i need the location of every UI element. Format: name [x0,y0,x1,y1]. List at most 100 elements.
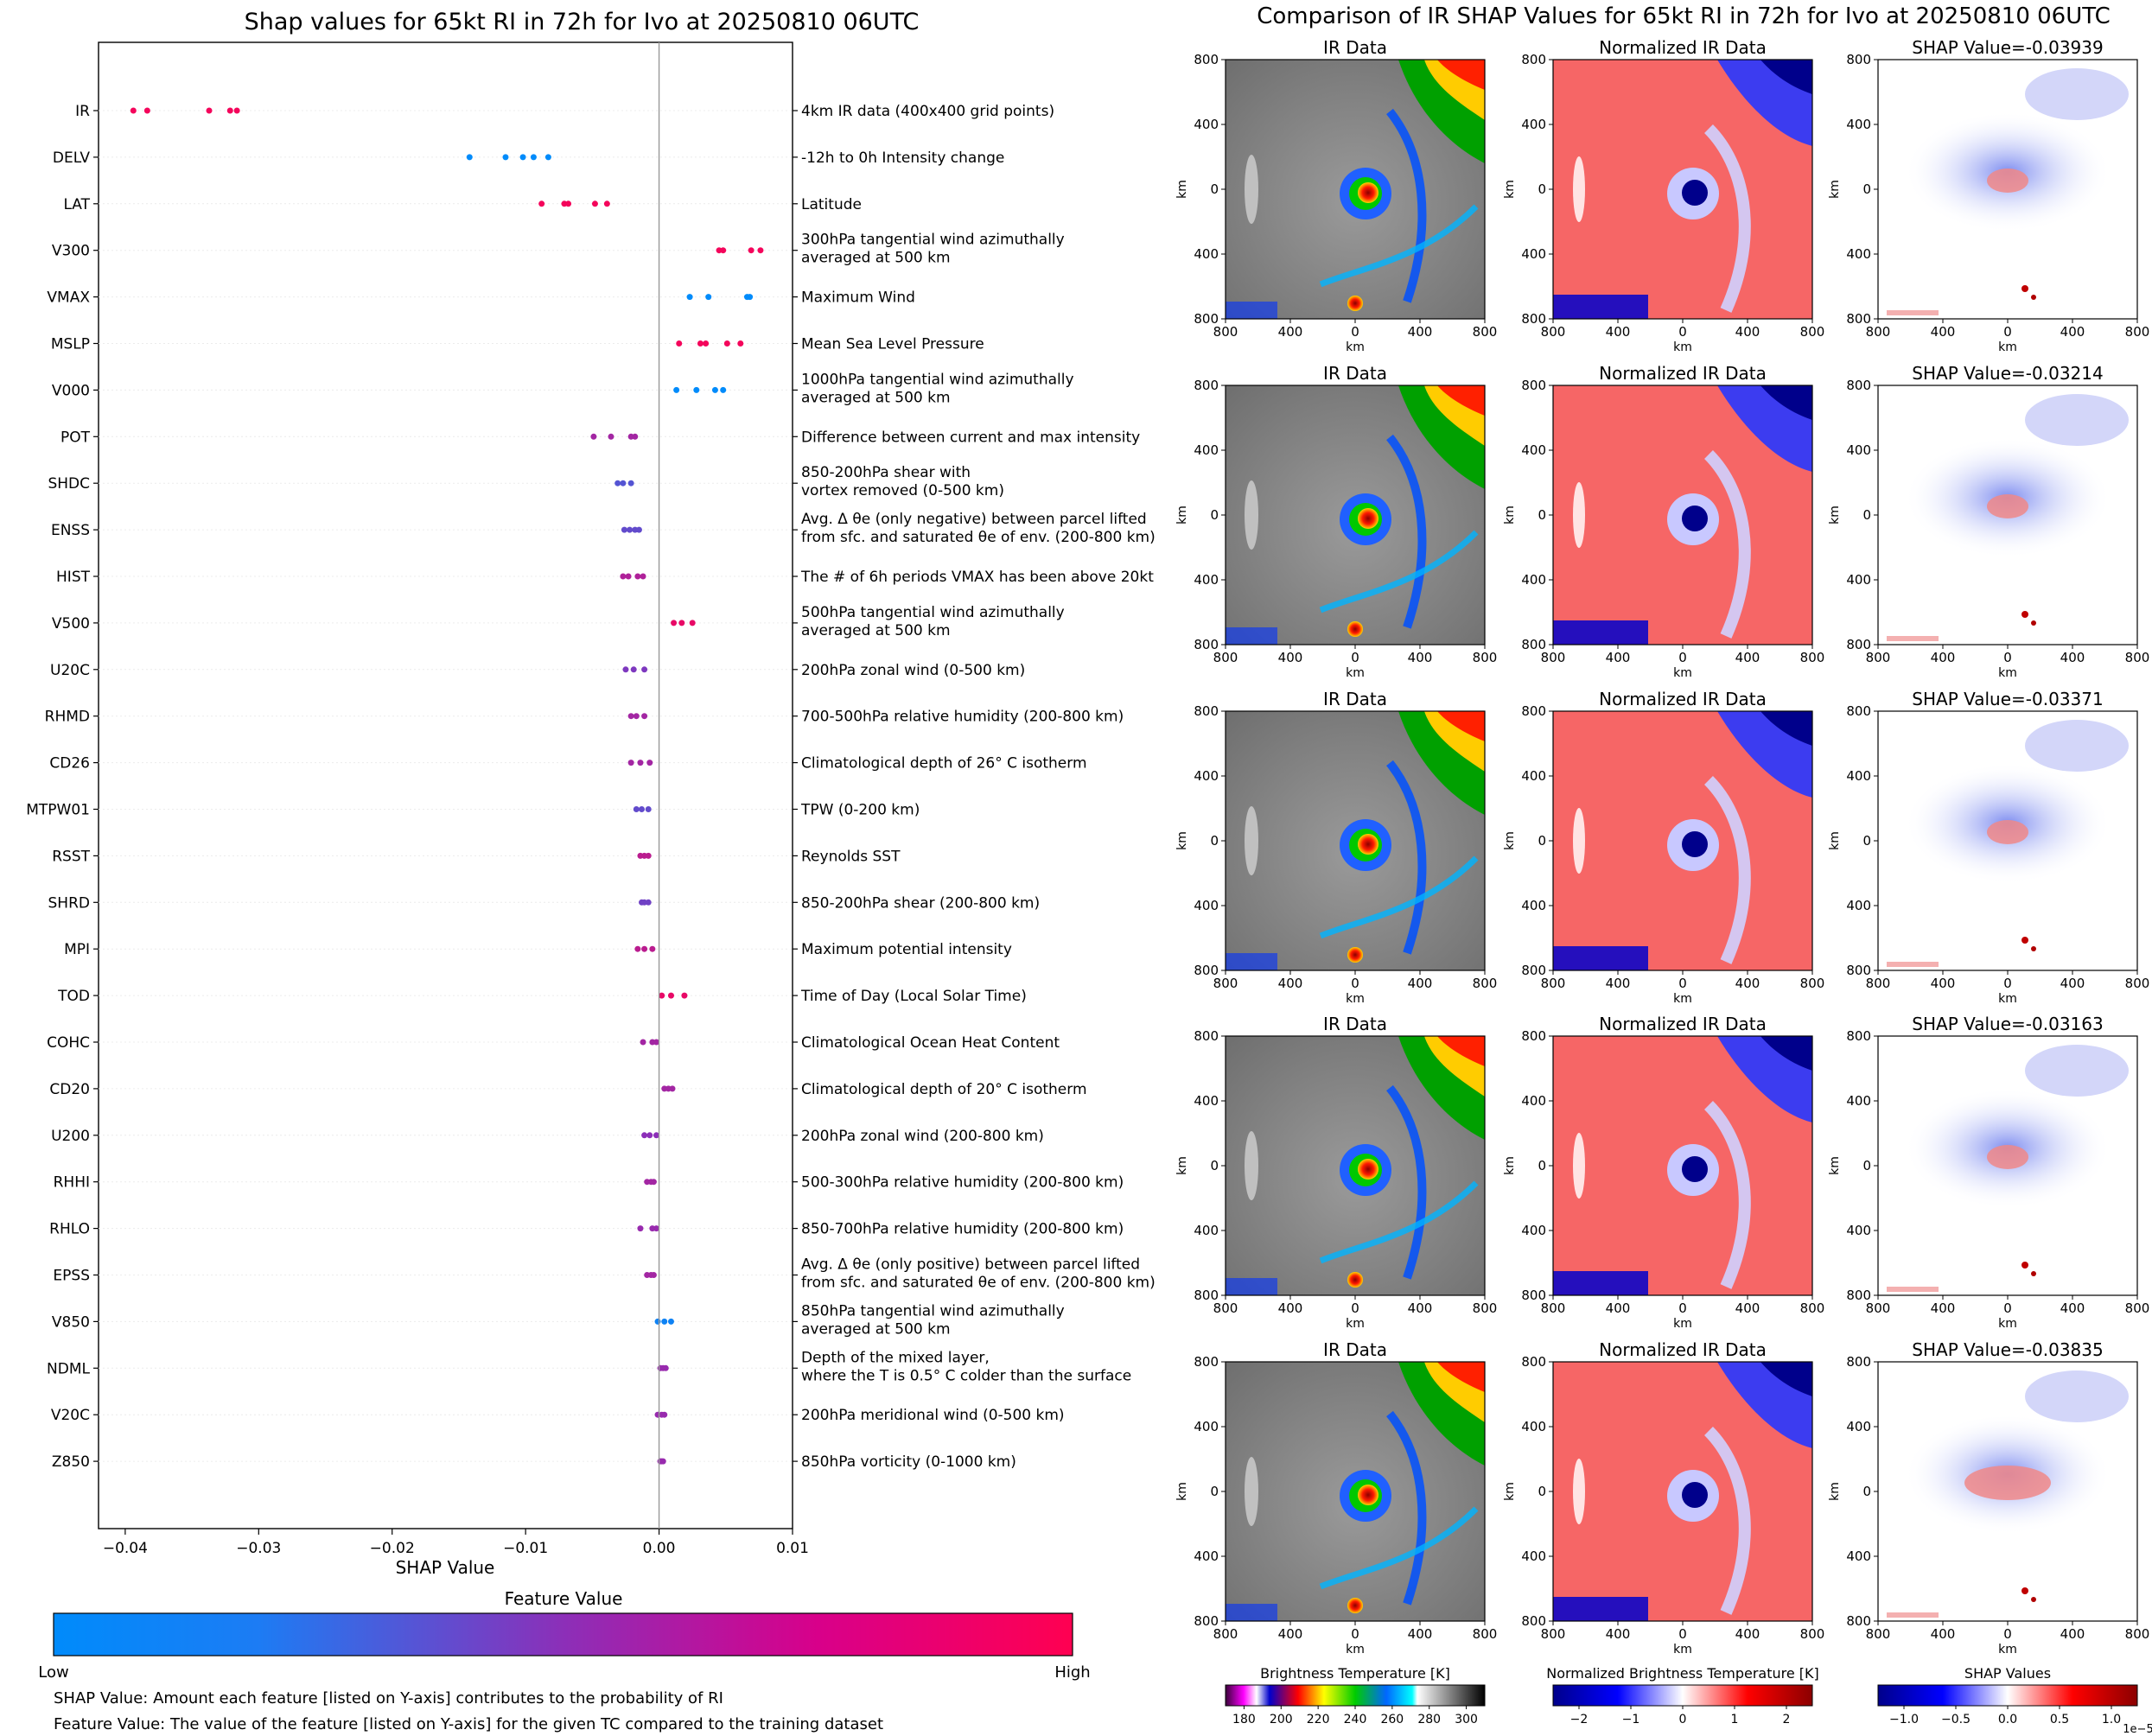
shap-point [640,1039,646,1046]
map-ytick-label: 400 [1194,572,1219,588]
feature-label: V850 [52,1313,90,1331]
shap-edge-band [1887,636,1939,641]
shap-point [538,200,545,207]
feature-description: Difference between current and max inten… [801,429,1140,446]
map-xaxis-unit: km [1673,992,1692,1006]
map-yaxis-unit: km [1828,1482,1842,1501]
map-yaxis-unit: km [1828,1156,1842,1175]
shap-point [737,340,744,347]
feature-description: Mean Sea Level Pressure [801,336,984,353]
map-ytick-label: 0 [1210,1158,1219,1173]
feature-description: 500-300hPa relative humidity (200-800 km… [801,1174,1124,1192]
map-yaxis-unit: km [1175,1156,1189,1175]
map-xtick-label: 400 [1931,1626,1956,1642]
map-ytick-label: 800 [1846,1354,1871,1370]
map-xtick-label: 800 [1800,650,1825,665]
map-xtick-label: 400 [1931,976,1956,991]
map-xtick-label: 400 [1278,1300,1303,1316]
map-xtick-label: 800 [2125,976,2150,991]
map-ytick-label: 0 [1210,507,1219,523]
map-ytick-label: 800 [1846,637,1871,652]
map-xtick-label: 800 [1541,650,1566,665]
shap-point [676,340,683,347]
norm-rainband [1703,1427,1751,1615]
xtick-label: −0.04 [103,1540,148,1557]
footnote-shap-value: SHAP Value: Amount each feature [listed … [54,1689,723,1707]
ir-storm-core [1358,834,1378,855]
map-ytick-label: 400 [1521,898,1546,913]
shap-positive-speck [2021,937,2028,944]
ir-data-title: IR Data [1323,363,1387,384]
shap-point [633,806,640,812]
map-xtick-label: 800 [1473,1626,1498,1642]
map-yaxis-unit: km [1175,831,1189,850]
colorbar-title: Feature Value [505,1588,623,1609]
norm-warm-streak [1573,808,1585,874]
map-xtick-label: 800 [1213,1300,1238,1316]
map-xtick-label: 400 [1408,1626,1433,1642]
feature-description: The # of 6h periods VMAX has been above … [800,569,1154,586]
ir-rainband [1386,108,1427,303]
feature-label: U20C [50,662,90,679]
xtick-label: −0.01 [503,1540,548,1557]
map-xtick-label: 400 [2060,1626,2085,1642]
ir-storm-core [1358,182,1378,203]
shap-point [671,620,678,626]
map-xtick-label: 400 [1278,324,1303,340]
map-xtick-label: 800 [1213,650,1238,665]
shap-point [590,433,597,440]
feature-description: averaged at 500 km [801,622,951,639]
map-ytick-label: 800 [1194,378,1219,393]
ir-cloud-streak [1245,806,1258,875]
ir-rainband [1386,1410,1427,1606]
feature-label: TOD [57,988,90,1005]
shap-point [645,899,652,906]
map-ytick-label: 800 [1521,311,1546,327]
map-ytick-label: 800 [1846,1288,1871,1303]
map-ytick-label: 400 [1521,1548,1546,1564]
norm-rainband [1703,1101,1751,1289]
shap-point [620,573,627,580]
shap-value-title: SHAP Value=-0.03214 [1912,363,2103,384]
map-xtick-label: 800 [1213,1626,1238,1642]
map-xaxis-unit: km [1998,992,2017,1006]
map-xtick-label: 400 [1606,1626,1631,1642]
map-xtick-label: 800 [1541,1300,1566,1316]
map-xtick-label: 0 [2003,1300,2012,1316]
map-xtick-label: 400 [1735,650,1760,665]
feature-label: MSLP [51,336,90,353]
ir-cloud-patch [1226,1604,1277,1621]
shap-point [661,1411,668,1418]
map-ytick-label: 800 [1846,1613,1871,1629]
shap-beeswarm-figure: Shap values for 65kt RI in 72h for Ivo a… [26,9,1155,1733]
shap-point [637,1225,644,1232]
map-ytick-label: 400 [1194,1223,1219,1238]
shap-point [233,107,240,114]
map-xtick-label: 0 [1351,324,1359,340]
map-xtick-label: 800 [2125,650,2150,665]
map-xtick-label: 800 [1866,324,1891,340]
norm-warm-streak [1573,1459,1585,1524]
shap-negative-patch [2025,720,2129,772]
norm-cold-core [1760,1036,1812,1071]
colorbar-low-label: Low [38,1663,68,1682]
feature-label: RHMD [45,709,90,726]
shap-point [659,1458,666,1465]
shap-value-title: SHAP Value=-0.03163 [1912,1014,2103,1034]
xtick-label: 0.00 [643,1540,676,1557]
map-xtick-label: 400 [1408,976,1433,991]
map-xaxis-unit: km [1998,340,2017,354]
shap-value-title: SHAP Value=-0.03939 [1912,37,2103,58]
map-xaxis-unit: km [1673,340,1692,354]
shap-values-colorbar-tick-label: 0.5 [2050,1713,2069,1726]
shap-point [621,526,627,533]
map-ytick-label: 400 [1194,768,1219,784]
ir-cloud-streak [1245,155,1258,224]
map-xtick-label: 800 [1213,976,1238,991]
shap-point [693,386,700,393]
feature-description: 200hPa zonal wind (0-500 km) [801,662,1025,679]
map-xtick-label: 400 [1931,324,1956,340]
norm-cold-core [1760,385,1812,420]
